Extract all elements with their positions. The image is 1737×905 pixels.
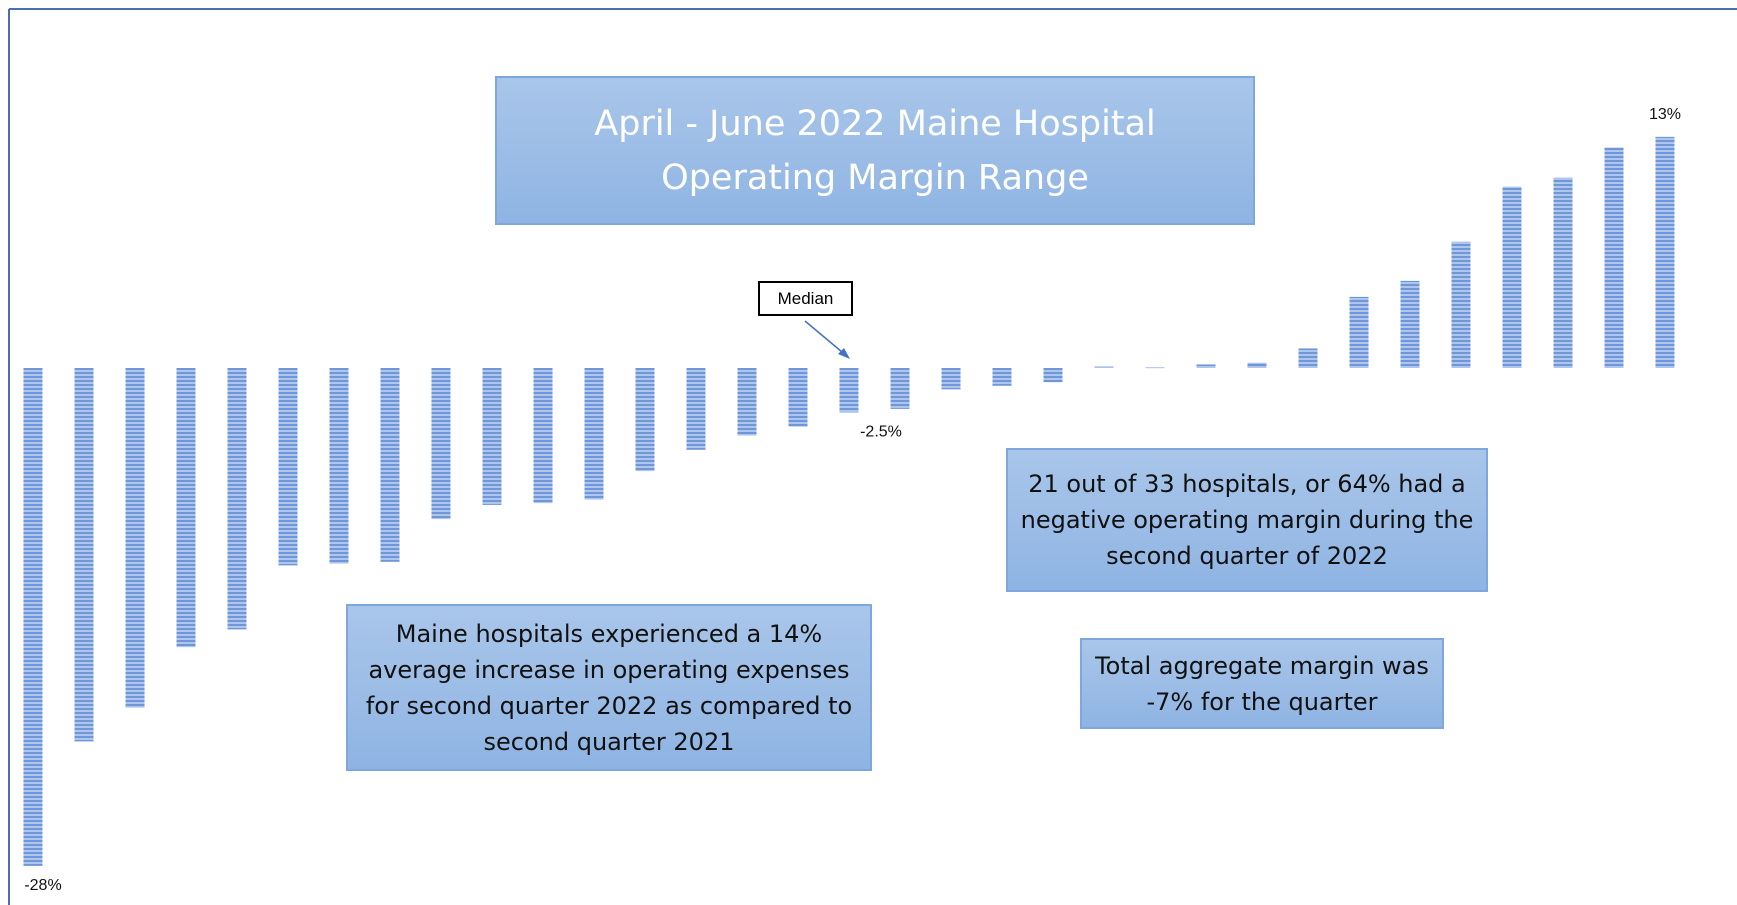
- bar: [482, 368, 502, 505]
- bar: [1145, 367, 1165, 369]
- bar: [380, 368, 400, 562]
- bar: [1451, 241, 1471, 368]
- value-label: 13%: [1649, 106, 1681, 123]
- bar: [329, 368, 349, 564]
- bar: [1043, 368, 1063, 383]
- bar: [431, 368, 451, 520]
- value-label: -28%: [24, 877, 61, 894]
- bar: [1196, 364, 1216, 368]
- median-arrow: [804, 320, 849, 358]
- chart-title: April - June 2022 Maine Hospital Operati…: [495, 76, 1255, 225]
- bar: [1298, 348, 1318, 368]
- bar: [278, 368, 298, 566]
- bar: [74, 368, 94, 742]
- bar: [1655, 136, 1675, 368]
- bar: [1400, 280, 1420, 368]
- annotation: Total aggregate margin was -7% for the q…: [1080, 638, 1444, 729]
- bar: [1349, 296, 1369, 368]
- bar: [839, 368, 859, 413]
- bar: [1247, 362, 1267, 368]
- bar: [23, 368, 43, 866]
- bar: [1502, 186, 1522, 368]
- annotation: Maine hospitals experienced a 14% averag…: [346, 604, 872, 771]
- bar: [1604, 147, 1624, 368]
- bar: [176, 368, 196, 648]
- bar: [1553, 177, 1573, 368]
- bar: [635, 368, 655, 472]
- median-label: Median: [758, 281, 853, 316]
- bar: [941, 368, 961, 390]
- median-arrowhead: [838, 348, 850, 359]
- bar: [992, 368, 1012, 386]
- value-label: -2.5%: [860, 424, 902, 441]
- bar: [125, 368, 145, 708]
- bar: [788, 368, 808, 427]
- bar: [1094, 366, 1114, 368]
- annotation: 21 out of 33 hospitals, or 64% had a neg…: [1006, 448, 1488, 592]
- bar: [737, 368, 757, 436]
- bar: [227, 368, 247, 630]
- bar: [890, 368, 910, 409]
- bar: [584, 368, 604, 500]
- bar: [686, 368, 706, 450]
- bar: [533, 368, 553, 504]
